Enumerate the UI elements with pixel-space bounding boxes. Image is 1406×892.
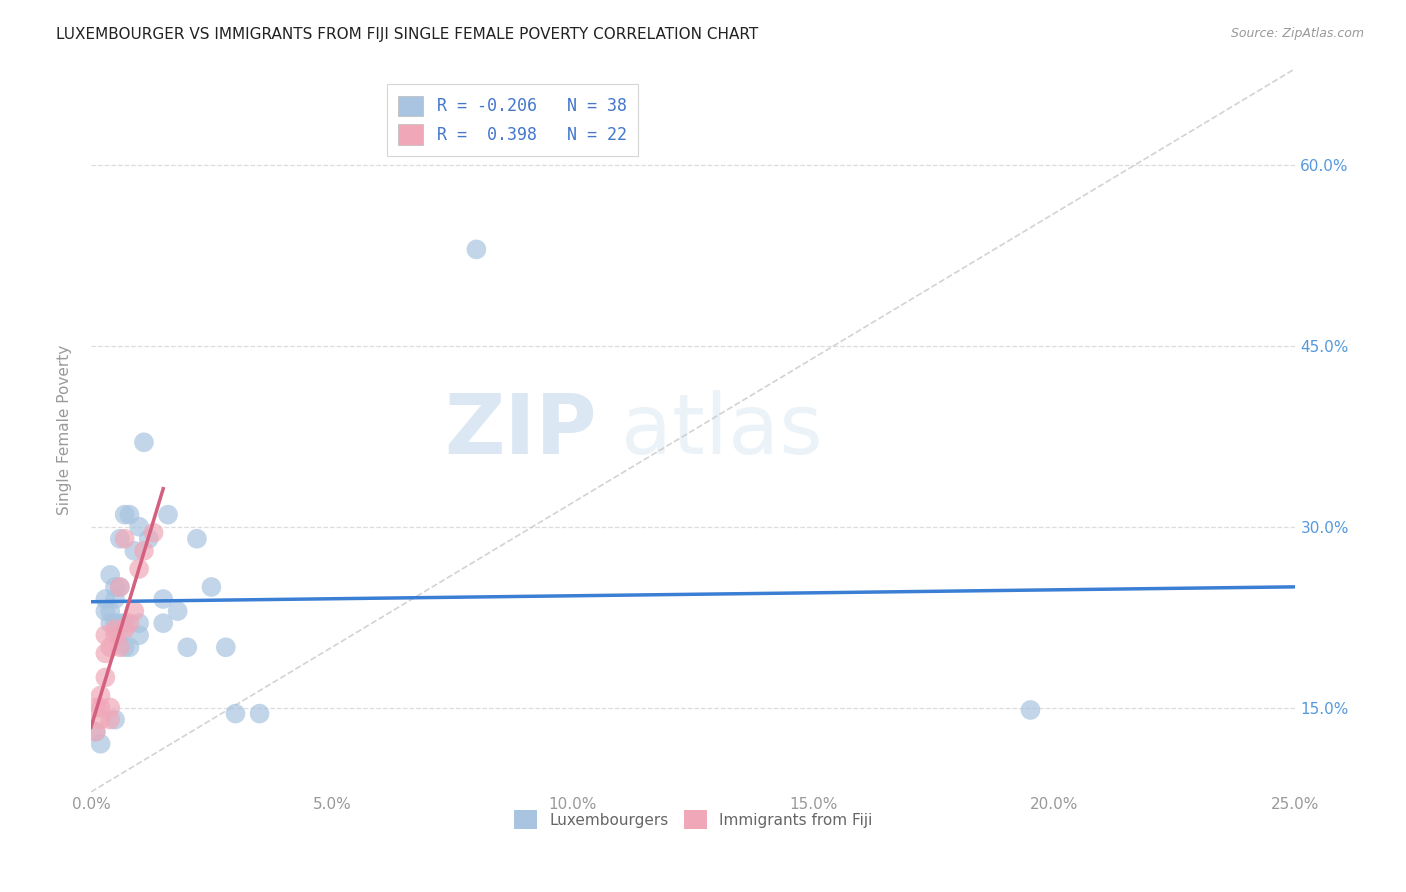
Point [128,562,150,576]
Point [98,616,121,631]
Point [84,700,107,714]
Point [128,616,150,631]
Point [152,592,174,607]
Point [114,508,136,522]
Point [104,622,127,636]
Point [108,532,131,546]
Point [118,508,141,522]
Point [249,706,271,721]
Point [132,544,155,558]
Point [90,700,112,714]
Point [1019,703,1042,717]
Point [98,640,121,655]
Point [186,532,208,546]
Point [104,592,127,607]
Point [104,628,127,642]
Point [104,616,127,631]
Point [94,646,117,660]
Point [98,604,121,618]
Point [176,640,198,655]
Point [108,640,131,655]
Point [90,713,112,727]
Point [98,568,121,582]
Point [465,243,488,257]
Point [142,525,165,540]
Point [108,580,131,594]
Point [114,532,136,546]
Point [152,616,174,631]
Point [124,544,146,558]
Point [90,737,112,751]
Point [138,532,160,546]
Point [90,689,112,703]
Text: atlas: atlas [621,390,823,471]
Point [132,435,155,450]
Point [114,622,136,636]
Point [94,592,117,607]
Point [224,706,246,721]
Point [104,580,127,594]
Point [94,628,117,642]
Point [118,640,141,655]
Point [166,604,188,618]
Point [114,640,136,655]
Point [98,713,121,727]
Y-axis label: Single Female Poverty: Single Female Poverty [58,345,72,516]
Text: ZIP: ZIP [444,390,596,471]
Point [98,700,121,714]
Point [128,628,150,642]
Text: Source: ZipAtlas.com: Source: ZipAtlas.com [1230,27,1364,40]
Point [84,724,107,739]
Legend: Luxembourgers, Immigrants from Fiji: Luxembourgers, Immigrants from Fiji [508,804,879,835]
Point [108,628,131,642]
Point [157,508,180,522]
Point [128,519,150,533]
Point [108,580,131,594]
Point [118,616,141,631]
Point [124,604,146,618]
Point [200,580,222,594]
Point [104,713,127,727]
Point [108,616,131,631]
Point [114,616,136,631]
Point [84,724,107,739]
Point [215,640,238,655]
Point [94,670,117,684]
Text: LUXEMBOURGER VS IMMIGRANTS FROM FIJI SINGLE FEMALE POVERTY CORRELATION CHART: LUXEMBOURGER VS IMMIGRANTS FROM FIJI SIN… [56,27,758,42]
Point [94,604,117,618]
